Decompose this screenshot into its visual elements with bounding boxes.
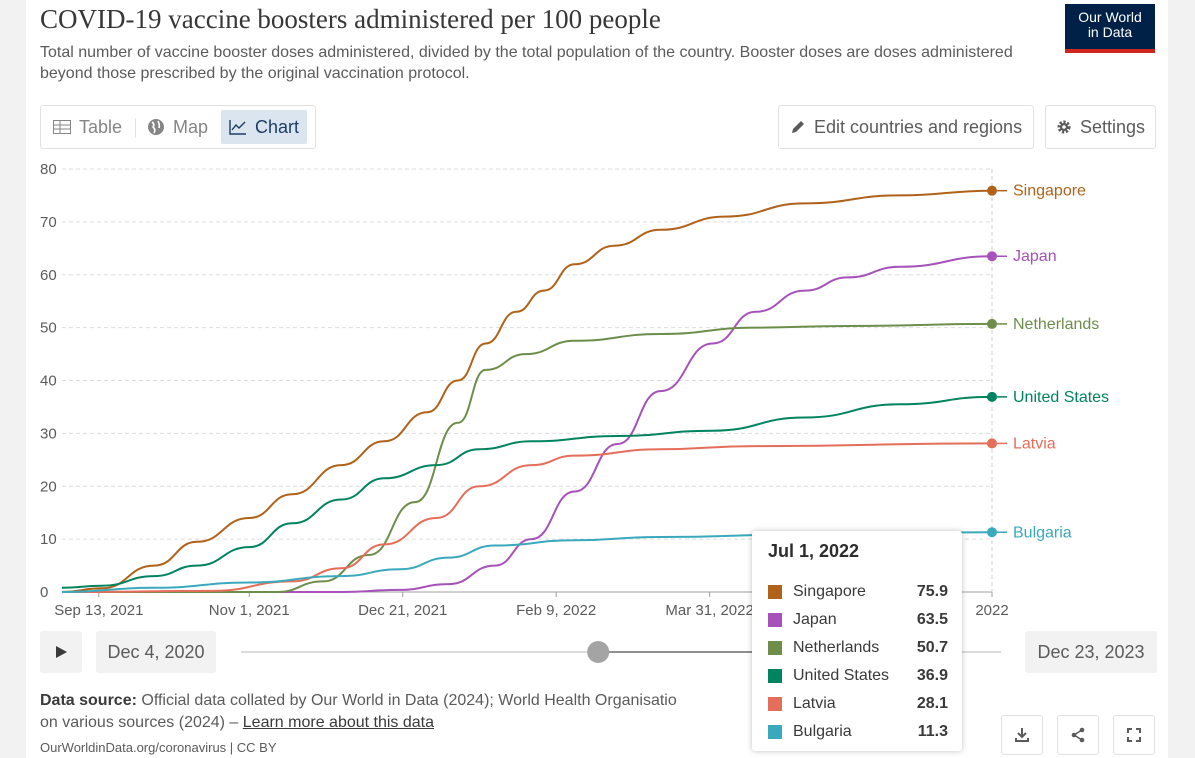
page-subtitle: Total number of vaccine booster doses ad… — [40, 44, 1013, 82]
series-line-united-states[interactable] — [61, 395, 993, 589]
tooltip-swatch — [768, 725, 782, 739]
x-tick-label: Sep 13, 2021 — [54, 602, 143, 619]
x-tick-label: 2022 — [975, 602, 1008, 619]
tooltip-row: Singapore 75.9 — [768, 581, 948, 603]
series-line-singapore[interactable] — [61, 189, 993, 593]
edit-countries-label: Edit countries and regions — [813, 116, 1023, 137]
license-text: OurWorldinData.org/coronavirus | CC BY — [40, 740, 277, 755]
settings-label: Settings — [1079, 116, 1146, 137]
gear-icon — [1057, 120, 1071, 134]
tab-table[interactable]: Table — [45, 110, 130, 144]
tooltip-series-name: Latvia — [793, 695, 836, 712]
series-end-label[interactable]: Netherlands — [1013, 316, 1099, 333]
table-icon — [53, 120, 71, 134]
tooltip-swatch — [768, 585, 782, 599]
tooltip-series-value: 11.3 — [917, 723, 948, 740]
tooltip-series-name: United States — [793, 667, 890, 684]
tooltip-row: Bulgaria 11.3 — [768, 721, 948, 743]
x-tick-label: Feb 9, 2022 — [516, 602, 596, 619]
learn-more-link[interactable]: Learn more about this data — [242, 714, 435, 731]
y-tick-label: 10 — [40, 531, 57, 548]
series-end-label[interactable]: United States — [1013, 389, 1109, 406]
series-end-label[interactable]: Japan — [1013, 248, 1057, 265]
tooltip-series-name: Japan — [793, 611, 837, 628]
series-end-label[interactable]: Singapore — [1013, 183, 1086, 200]
share-icon — [1071, 727, 1085, 743]
tooltip-series-name: Netherlands — [793, 639, 880, 656]
y-tick-label: 80 — [40, 161, 57, 178]
fullscreen-icon — [1127, 728, 1141, 742]
x-tick-label: Mar 31, 2022 — [665, 602, 753, 619]
source-text-1: Official data collated by Our World in D… — [141, 692, 677, 709]
line-chart-icon — [229, 120, 246, 135]
series-end-point[interactable] — [987, 527, 997, 538]
globe-icon — [148, 119, 164, 135]
play-icon — [56, 646, 67, 658]
series-end-point[interactable] — [987, 438, 997, 449]
series-end-label[interactable]: Bulgaria — [1013, 524, 1072, 541]
tooltip-swatch — [768, 613, 782, 627]
download-icon — [1015, 728, 1029, 742]
tooltip-swatch — [768, 641, 782, 655]
y-tick-label: 0 — [40, 584, 48, 601]
tab-map-label: Map — [173, 117, 209, 137]
tooltip-date: Jul 1, 2022 — [768, 541, 860, 561]
play-button[interactable] — [40, 631, 82, 673]
tooltip-swatch — [768, 669, 782, 683]
series-end-point[interactable] — [987, 185, 997, 196]
tooltip-series-name: Singapore — [793, 583, 866, 600]
series-line-netherlands[interactable] — [62, 322, 993, 594]
chart-page: COVID-19 vaccine boosters administered p… — [26, 0, 1168, 758]
edit-countries-button[interactable]: Edit countries and regions — [778, 105, 1034, 149]
tab-map[interactable]: Map — [139, 110, 216, 144]
pencil-icon — [791, 121, 804, 133]
share-button[interactable] — [1057, 715, 1099, 755]
page-title: COVID-19 vaccine boosters administered p… — [40, 4, 661, 34]
download-button[interactable] — [1001, 715, 1043, 755]
tooltip-series-value: 75.9 — [916, 583, 948, 600]
source-label: Data source: — [40, 692, 137, 709]
series-end-point[interactable] — [987, 318, 997, 329]
y-tick-label: 40 — [40, 373, 57, 390]
tooltip-row: Latvia 28.1 — [768, 693, 948, 715]
tooltip-series-value: 28.1 — [916, 695, 948, 712]
y-tick-label: 70 — [40, 214, 57, 231]
tooltip-series-name: Bulgaria — [793, 723, 852, 740]
y-tick-label: 30 — [40, 425, 57, 442]
tab-table-label: Table — [79, 117, 123, 137]
tab-chart-label: Chart — [255, 117, 300, 137]
timeline-start-button[interactable]: Dec 4, 2020 — [96, 631, 216, 673]
tooltip-row: United States 36.9 — [768, 665, 948, 687]
series-end-label[interactable]: Latvia — [1013, 435, 1056, 452]
y-tick-label: 50 — [40, 320, 57, 337]
timeline-end-button[interactable]: Dec 23, 2023 — [1025, 631, 1157, 673]
view-tabs: Table Map Chart — [40, 105, 316, 149]
y-tick-label: 60 — [40, 267, 57, 284]
tooltip-series-value: 50.7 — [916, 639, 948, 656]
timeline-start-handle[interactable] — [587, 641, 610, 663]
fullscreen-button[interactable] — [1113, 715, 1155, 755]
series-end-point[interactable] — [987, 391, 997, 402]
tooltip-series-value: 36.9 — [916, 667, 948, 684]
tooltip-swatch — [768, 697, 782, 711]
settings-button[interactable]: Settings — [1045, 105, 1156, 149]
series-line-japan[interactable] — [62, 255, 993, 593]
hover-tooltip: Jul 1, 2022 Singapore 75.9 Japan 63.5 Nether… — [752, 531, 962, 751]
owid-logo[interactable]: Our World in Data — [1065, 4, 1155, 53]
y-tick-label: 20 — [40, 478, 57, 495]
tab-chart[interactable]: Chart — [221, 110, 308, 144]
x-tick-label: Dec 21, 2021 — [358, 602, 447, 619]
series-end-point[interactable] — [987, 251, 997, 262]
tooltip-row: Japan 63.5 — [768, 609, 948, 631]
data-source-note: Data source: Official data collated by O… — [40, 690, 940, 734]
logo-line-2: in Data — [1087, 24, 1133, 40]
source-text-2: on various sources (2024) – — [40, 714, 243, 731]
line-chart: 0 10 20 30 40 50 60 70 80 Sep 13, 2021 Nov 1, 202… — [40, 161, 1109, 619]
tooltip-series-value: 63.5 — [916, 611, 948, 628]
x-tick-label: Nov 1, 2021 — [209, 602, 290, 619]
series-line-latvia[interactable] — [61, 442, 993, 593]
tooltip-row: Netherlands 50.7 — [768, 637, 948, 659]
logo-line-1: Our World — [1078, 9, 1142, 25]
